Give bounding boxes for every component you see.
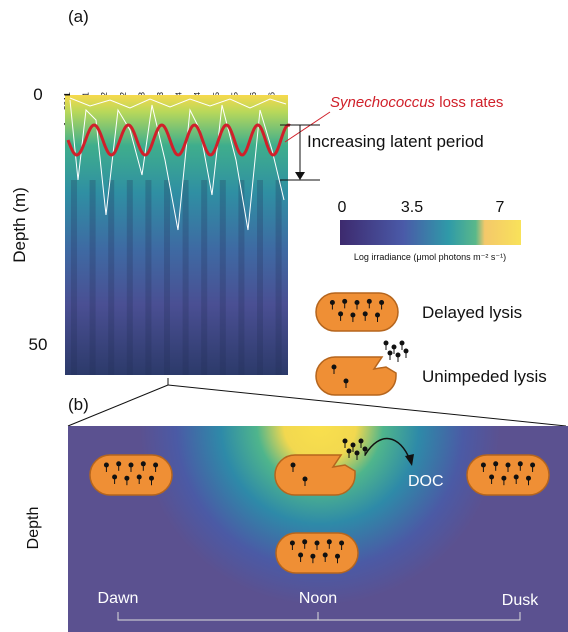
texture-band xyxy=(276,180,282,375)
colorbar-tick: 0 xyxy=(338,199,347,216)
cell xyxy=(90,455,172,495)
y-tick: 50 xyxy=(29,335,48,354)
cell-body xyxy=(316,357,396,395)
texture-band xyxy=(164,180,170,375)
texture-band xyxy=(201,180,207,375)
colorbar xyxy=(340,220,521,245)
texture-band xyxy=(108,180,114,375)
texture-band xyxy=(145,180,151,375)
lysed-cell xyxy=(316,341,409,396)
colorbar-label: Log irradiance (μmol photons m⁻² s⁻¹) xyxy=(354,252,506,262)
cell-body xyxy=(276,533,358,573)
arrow-head xyxy=(295,172,305,180)
texture-band xyxy=(71,180,77,375)
texture-band xyxy=(257,180,263,375)
loss-rates: loss rates xyxy=(435,94,503,111)
y-axis-label: Depth (m) xyxy=(10,187,29,263)
panel-label: (b) xyxy=(68,395,89,414)
panel-label: (a) xyxy=(68,7,89,26)
cell xyxy=(467,455,549,495)
doc-label: DOC xyxy=(408,473,444,490)
y-tick: 0 xyxy=(33,85,42,104)
time-label: Dawn xyxy=(98,590,139,607)
time-label: Noon xyxy=(299,590,337,607)
cell-body xyxy=(90,455,172,495)
cell xyxy=(276,533,358,573)
colorbar-tick: 7 xyxy=(496,199,505,216)
legend-label: Unimpeded lysis xyxy=(422,367,547,386)
cell xyxy=(316,293,398,331)
texture-band xyxy=(238,180,244,375)
texture-band xyxy=(183,180,189,375)
colorbar-tick: 3.5 xyxy=(401,199,423,216)
time-label: Dusk xyxy=(502,592,539,609)
latent-period-label: Increasing latent period xyxy=(307,132,484,151)
texture-band xyxy=(127,180,133,375)
species: Synechococcus xyxy=(330,94,436,111)
legend-label: Delayed lysis xyxy=(422,303,522,322)
loss-rate-label: Synechococcus loss rates xyxy=(330,94,503,111)
cell-body xyxy=(316,293,398,331)
texture-band xyxy=(220,180,226,375)
figure: (a) Jan-2011Jul-2011Jan-2012Jul-2012Jan-… xyxy=(0,0,568,632)
y-axis-label: Depth xyxy=(25,507,42,550)
heatmap xyxy=(65,95,288,375)
cell-body xyxy=(467,455,549,495)
texture-band xyxy=(90,180,96,375)
